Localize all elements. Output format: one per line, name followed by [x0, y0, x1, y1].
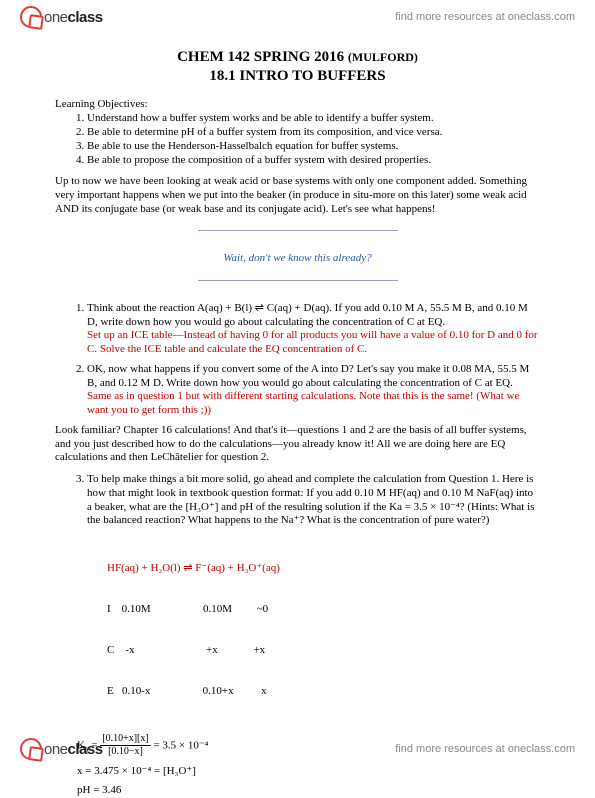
logo-prefix: one [44, 741, 68, 758]
footer-tagline: find more resources at oneclass.com [395, 743, 575, 755]
learning-objectives-list: Understand how a buffer system works and… [87, 112, 540, 167]
divider-top [55, 225, 540, 239]
q2-text-a: OK, now what happens if you [87, 363, 222, 375]
lo-item: Understand how a buffer system works and… [87, 112, 540, 126]
section-title: 18.1 INTRO TO BUFFERS [55, 67, 540, 86]
logo-prefix: one [44, 9, 68, 26]
familiar-emphasis: Look familiar? Chapter 16 calculations! … [55, 424, 286, 436]
logo-icon [20, 6, 42, 28]
ice-row-e: E 0.10-x 0.10+x x [107, 685, 540, 699]
q2-emphasis: convert some of the A into D? Let's say … [222, 363, 495, 375]
ice-equation: HF(aq) + H₂O(l) ⇌ F⁻(aq) + H₃O⁺(aq) [107, 562, 540, 576]
logo-text: oneclass [44, 741, 103, 758]
center-quote: Wait, don't we know this already? [55, 252, 540, 266]
brand-logo-footer: oneclass [20, 738, 103, 760]
lo-item: Be able to determine pH of a buffer syst… [87, 126, 540, 140]
logo-bold: class [68, 9, 103, 26]
question-3: To help make things a bit more solid, go… [87, 473, 540, 528]
page-footer: oneclass find more resources at oneclass… [0, 732, 595, 766]
q3-text: To help make things a bit more solid, go… [87, 473, 534, 526]
q1-text: Think about the reaction A(aq) + B(l) ⇌ … [87, 302, 528, 328]
brand-logo: oneclass [20, 6, 103, 28]
question-2: OK, now what happens if you convert some… [87, 363, 540, 418]
logo-bold: class [68, 741, 103, 758]
ice-row-c: C -x +x +x [107, 644, 540, 658]
question-list: Think about the reaction A(aq) + B(l) ⇌ … [87, 302, 540, 418]
x-result: x = 3.475 × 10⁻⁴ = [H₃O⁺] [77, 765, 540, 779]
logo-icon [20, 738, 42, 760]
document-body: CHEM 142 SPRING 2016 (MULFORD) 18.1 INTR… [0, 34, 595, 798]
question-list-cont: To help make things a bit more solid, go… [87, 473, 540, 528]
header-tagline: find more resources at oneclass.com [395, 11, 575, 23]
course-code: CHEM 142 SPRING 2016 [177, 49, 348, 65]
familiar-paragraph: Look familiar? Chapter 16 calculations! … [55, 424, 540, 465]
q1-answer: Set up an ICE table—Instead of having 0 … [87, 329, 538, 355]
page-header: oneclass find more resources at oneclass… [0, 0, 595, 34]
intro-emphasis: Let's see what happens! [331, 203, 435, 215]
intro-paragraph: Up to now we have been looking at weak a… [55, 175, 540, 216]
divider-bottom [55, 274, 540, 288]
ph-result: pH = 3.46 [77, 784, 540, 798]
question-1: Think about the reaction A(aq) + B(l) ⇌ … [87, 302, 540, 357]
course-title: CHEM 142 SPRING 2016 (MULFORD) [55, 48, 540, 67]
q2-answer: Same as in question 1 but with different… [87, 390, 519, 416]
ice-row-i: I 0.10M 0.10M ~0 [107, 603, 540, 617]
learning-objectives-heading: Learning Objectives: [55, 98, 540, 112]
ice-table: HF(aq) + H₂O(l) ⇌ F⁻(aq) + H₃O⁺(aq) I 0.… [107, 534, 540, 727]
logo-text: oneclass [44, 9, 103, 26]
course-instructor: (MULFORD) [348, 50, 418, 64]
lo-item: Be able to use the Henderson-Hasselbalch… [87, 140, 540, 154]
lo-item: Be able to propose the composition of a … [87, 154, 540, 168]
intro-text: Up to now we have been looking at weak a… [55, 175, 527, 215]
